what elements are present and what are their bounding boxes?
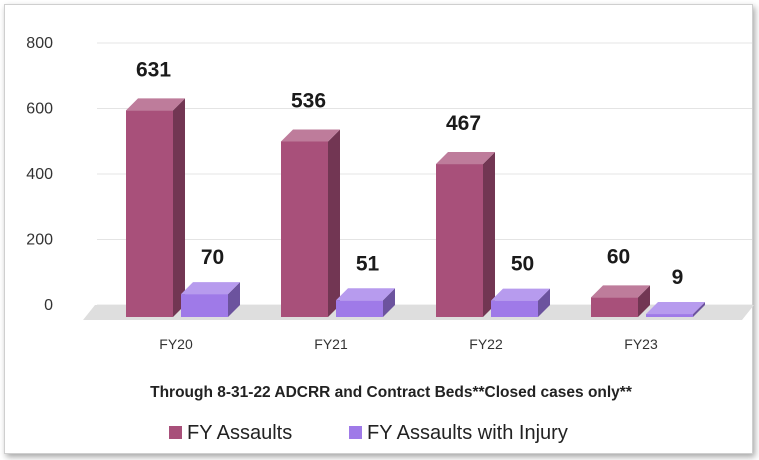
- y-tick-label: 800: [26, 35, 53, 52]
- legend-label: FY Assaults with Injury: [367, 422, 568, 444]
- bar-fy-assaults-with-injury-fy23: [646, 314, 693, 317]
- data-label: 51: [356, 252, 380, 275]
- bar-top-fy-assaults-with-injury-fy23: [646, 302, 705, 315]
- bar-fy-assaults-with-injury-fy22: [491, 300, 538, 317]
- data-label: 70: [201, 246, 224, 269]
- legend-swatch-fy-assaults: [169, 426, 182, 439]
- data-label: 50: [511, 253, 534, 276]
- bar-top-fy-assaults-with-injury-fy20: [181, 282, 240, 295]
- x-tick-label: FY20: [159, 336, 193, 352]
- data-label: 467: [446, 112, 481, 135]
- bar-chart: 0 200 400 600 800 631 70 FY20 536 51 FY21 467 50 FY22…: [26, 35, 754, 444]
- x-tick-label: FY21: [314, 336, 348, 352]
- data-label: 9: [672, 266, 684, 289]
- bar-top-fy-assaults-fy21: [281, 129, 340, 142]
- bar-fy-assaults-fy23: [591, 297, 638, 317]
- bar-fy-assaults-with-injury-fy20: [181, 294, 228, 317]
- y-tick-label: 0: [44, 297, 53, 314]
- bar-side-fy-assaults-fy23: [638, 285, 650, 317]
- chart-floor: [83, 305, 754, 320]
- data-label: 631: [136, 58, 171, 81]
- legend-swatch-fy-assaults-with-injury: [349, 426, 362, 439]
- data-label: 60: [607, 245, 630, 268]
- chart-frame: 0 200 400 600 800 631 70 FY20 536 51 FY21 467 50 FY22…: [4, 4, 754, 454]
- bar-fy-assaults-fy21: [281, 141, 328, 317]
- x-tick-label: FY22: [469, 336, 503, 352]
- bar-side-fy-assaults-with-injury-fy23: [693, 302, 705, 317]
- chart-subtitle: Through 8-31-22 ADCRR and Contract Beds*…: [150, 384, 633, 401]
- bar-top-fy-assaults-with-injury-fy22: [491, 288, 550, 301]
- y-tick-label: 400: [26, 166, 53, 183]
- bar-top-fy-assaults-with-injury-fy21: [336, 288, 395, 301]
- bar-side-fy-assaults-with-injury-fy20: [228, 282, 240, 317]
- bar-top-fy-assaults-fy23: [591, 285, 650, 298]
- bar-fy-assaults-with-injury-fy21: [336, 300, 383, 317]
- y-tick-label: 200: [26, 232, 53, 249]
- bar-top-fy-assaults-fy20: [126, 98, 185, 111]
- bar-fy-assaults-fy20: [126, 110, 173, 317]
- data-label: 536: [291, 89, 326, 112]
- bar-side-fy-assaults-fy21: [328, 129, 340, 317]
- bar-fy-assaults-fy22: [436, 164, 483, 317]
- y-tick-label: 600: [26, 101, 53, 118]
- bar-side-fy-assaults-with-injury-fy22: [538, 288, 550, 317]
- bar-top-fy-assaults-fy22: [436, 152, 495, 165]
- x-tick-label: FY23: [624, 336, 658, 352]
- bar-side-fy-assaults-fy22: [483, 152, 495, 317]
- legend-label: FY Assaults: [187, 422, 292, 444]
- bar-side-fy-assaults-fy20: [173, 98, 185, 317]
- bar-side-fy-assaults-with-injury-fy21: [383, 288, 395, 317]
